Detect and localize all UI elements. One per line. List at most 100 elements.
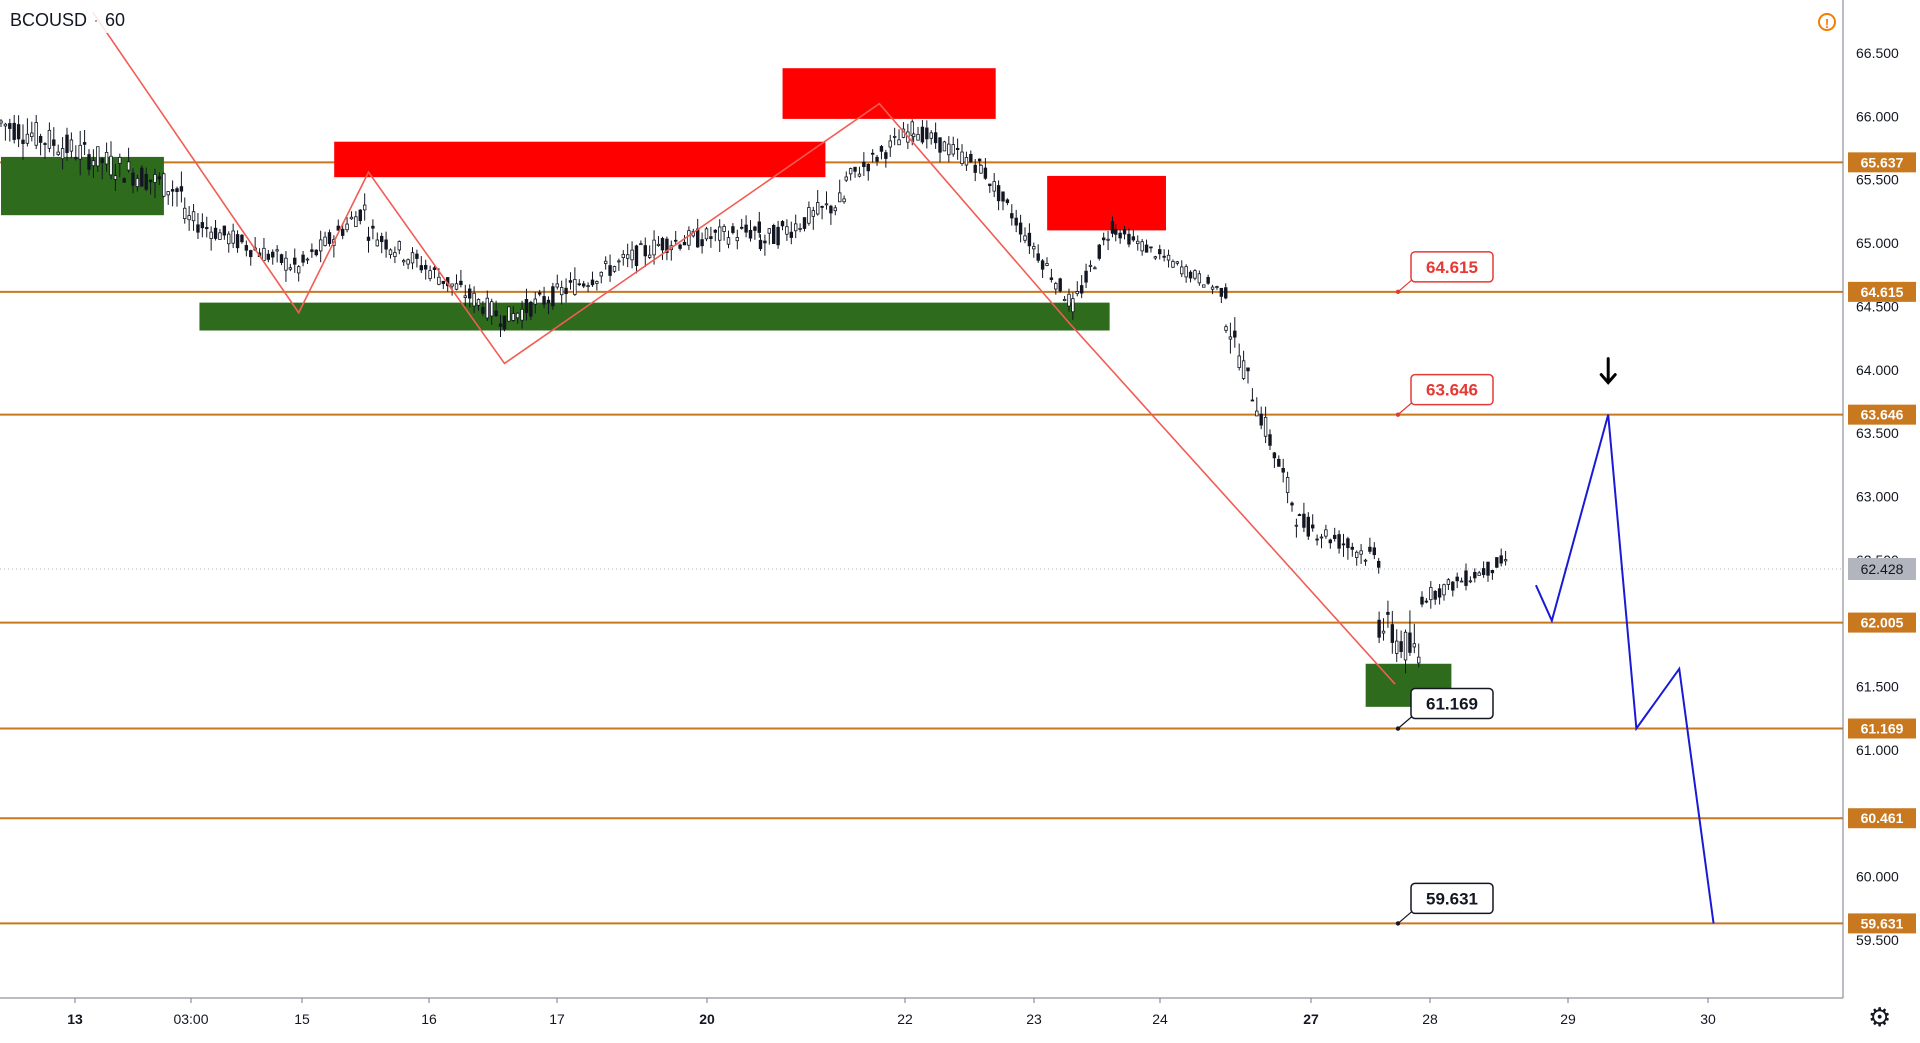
candle-body: [30, 132, 34, 138]
candle-body: [271, 251, 275, 258]
candle-body: [942, 141, 947, 152]
callout-label: 64.615: [1426, 258, 1478, 277]
candle-body: [551, 286, 555, 307]
candle-body: [665, 238, 669, 253]
candle-body: [179, 186, 184, 192]
candle-body: [1350, 546, 1354, 550]
candle-body: [1023, 235, 1027, 241]
candle-body: [780, 221, 785, 227]
level-tag-label: 59.631: [1861, 915, 1904, 931]
candle-body: [144, 173, 148, 190]
candle-body: [559, 287, 564, 296]
candle-body: [625, 254, 630, 259]
candle-body: [467, 288, 472, 299]
candle-body: [884, 152, 888, 159]
candle-body: [674, 239, 678, 242]
candle-body: [938, 137, 942, 153]
gear-icon[interactable]: ⚙: [1868, 1002, 1892, 1032]
candle-body: [533, 298, 537, 305]
candle-body: [1259, 413, 1263, 426]
candle-body: [74, 157, 78, 160]
candle-body: [564, 287, 568, 295]
candle-body: [573, 279, 577, 295]
candle-body: [1464, 570, 1468, 586]
candle-body: [599, 271, 603, 277]
candle-body: [135, 178, 140, 187]
candle-body: [1319, 536, 1324, 539]
candle-body: [718, 226, 722, 241]
candle-body: [450, 283, 454, 287]
time-tick-label: 13: [67, 1011, 83, 1027]
callout-pointer: [1397, 402, 1413, 416]
candle-body: [113, 175, 118, 180]
candle-body: [1215, 286, 1219, 288]
zigzag-path: [92, 11, 1396, 685]
candle-body: [1451, 581, 1455, 591]
alert-icon[interactable]: !: [1818, 13, 1836, 31]
level-tag: [1848, 808, 1916, 829]
candle-body: [476, 299, 481, 306]
candle-body: [842, 198, 846, 203]
candle-body: [1032, 246, 1036, 250]
candle-body: [454, 283, 459, 290]
candle-body: [1114, 229, 1118, 235]
level-tag-label: 62.005: [1861, 615, 1904, 631]
candle-body: [776, 226, 780, 246]
time-tick-label: 17: [549, 1011, 565, 1027]
candle-body: [65, 134, 69, 154]
candle-body: [375, 239, 379, 247]
candle-body: [1144, 244, 1149, 253]
candle-body: [838, 192, 842, 203]
candle-body: [988, 183, 992, 187]
candle-body: [678, 244, 682, 249]
candle-body: [213, 227, 218, 239]
candle-body: [1122, 229, 1127, 235]
candle-body: [1468, 580, 1473, 583]
candle-body: [916, 133, 920, 141]
candle-body: [612, 266, 617, 272]
horizontal-levels: [0, 161, 1843, 925]
candle-body: [581, 283, 586, 287]
price-tick-label: 63.500: [1856, 425, 1899, 441]
callouts: 64.615 63.646 61.169 59.631: [1395, 251, 1494, 926]
candle-body: [700, 239, 704, 247]
last-price-tag: [1848, 557, 1916, 580]
candle-body: [1346, 538, 1350, 549]
candle-body: [104, 151, 109, 165]
candle-body: [951, 144, 955, 155]
candle-body: [1084, 270, 1088, 283]
candle-body: [0, 120, 3, 124]
candle-body: [785, 226, 789, 235]
candle-body: [1018, 222, 1023, 235]
candle-body: [1054, 282, 1058, 290]
candle-body: [767, 228, 771, 234]
candle-body: [227, 233, 231, 245]
candle-body: [279, 254, 284, 263]
price-tick-label: 65.000: [1856, 235, 1899, 251]
level-tag-label: 64.615: [1861, 284, 1904, 300]
candle-body: [802, 217, 807, 229]
candle-body: [1268, 434, 1272, 446]
symbol-legend[interactable]: BCOUSD · 60: [6, 8, 130, 33]
candle-body: [122, 178, 126, 183]
price-tick-label: 66.500: [1856, 45, 1899, 61]
callout-dot: [1395, 726, 1401, 731]
candle-body: [235, 234, 240, 249]
candle-body: [639, 243, 643, 246]
symbol-name: BCOUSD: [10, 10, 88, 30]
callout-dot: [1395, 921, 1401, 926]
candle-body: [43, 143, 47, 145]
candle-body: [437, 276, 441, 285]
candle-body: [148, 179, 153, 183]
candle-body: [140, 167, 144, 187]
candle-body: [753, 226, 757, 231]
candle-body: [34, 122, 38, 146]
candle-body: [687, 230, 691, 246]
time-tick-label: 22: [897, 1011, 913, 1027]
candle-body: [1294, 524, 1299, 527]
candle-body: [1079, 285, 1084, 294]
candle-body: [1503, 559, 1508, 562]
candle-body: [1106, 238, 1110, 241]
